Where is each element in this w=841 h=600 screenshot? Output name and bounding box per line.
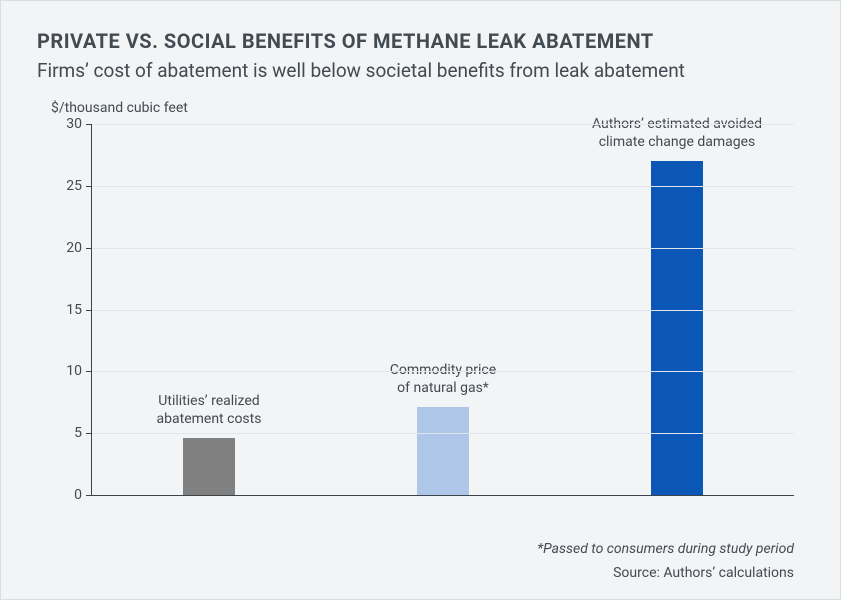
y-tick-label: 0: [74, 487, 92, 503]
bar-label-line: abatement costs: [157, 410, 262, 428]
grid-line: [92, 186, 794, 187]
grid-line: [92, 310, 794, 311]
plot-inner: Utilities’ realizedabatement costs Commod…: [91, 124, 794, 496]
y-tick-label: 5: [74, 425, 92, 441]
y-tick-label: 15: [66, 302, 92, 318]
y-axis-title: $/thousand cubic feet: [51, 100, 804, 116]
bar-label-line: of natural gas*: [390, 379, 496, 397]
bar-label-commodity-price: Commodity priceof natural gas*: [390, 361, 496, 397]
grid-line: [92, 433, 794, 434]
grid-line: [92, 248, 794, 249]
plot-area: Utilities’ realizedabatement costs Commod…: [37, 120, 804, 520]
bar-avoided-damages: [651, 161, 703, 495]
chart-source: Source: Authors’ calculations: [613, 565, 794, 581]
chart-footnote: *Passed to consumers during study period: [537, 541, 794, 557]
y-tick-label: 20: [66, 240, 92, 256]
bar-label-line: Utilities’ realized: [157, 392, 262, 410]
y-tick-label: 10: [66, 363, 92, 379]
chart-title: PRIVATE VS. SOCIAL BENEFITS OF METHANE L…: [37, 29, 804, 53]
bar-utilities-cost: [183, 438, 235, 495]
bar-label-line: climate change damages: [592, 133, 762, 151]
y-tick-label: 30: [66, 116, 92, 132]
bar-label-line: Commodity price: [390, 361, 496, 379]
bar-commodity-price: [417, 407, 469, 495]
grid-line: [92, 124, 794, 125]
bar-label-avoided-damages: Authors’ estimated avoidedclimate change…: [592, 115, 762, 151]
bar-label-utilities-cost: Utilities’ realizedabatement costs: [157, 392, 262, 428]
grid-line: [92, 371, 794, 372]
chart-subtitle: Firms’ cost of abatement is well below s…: [37, 59, 804, 82]
y-tick-label: 25: [66, 178, 92, 194]
chart-card: PRIVATE VS. SOCIAL BENEFITS OF METHANE L…: [0, 0, 841, 600]
